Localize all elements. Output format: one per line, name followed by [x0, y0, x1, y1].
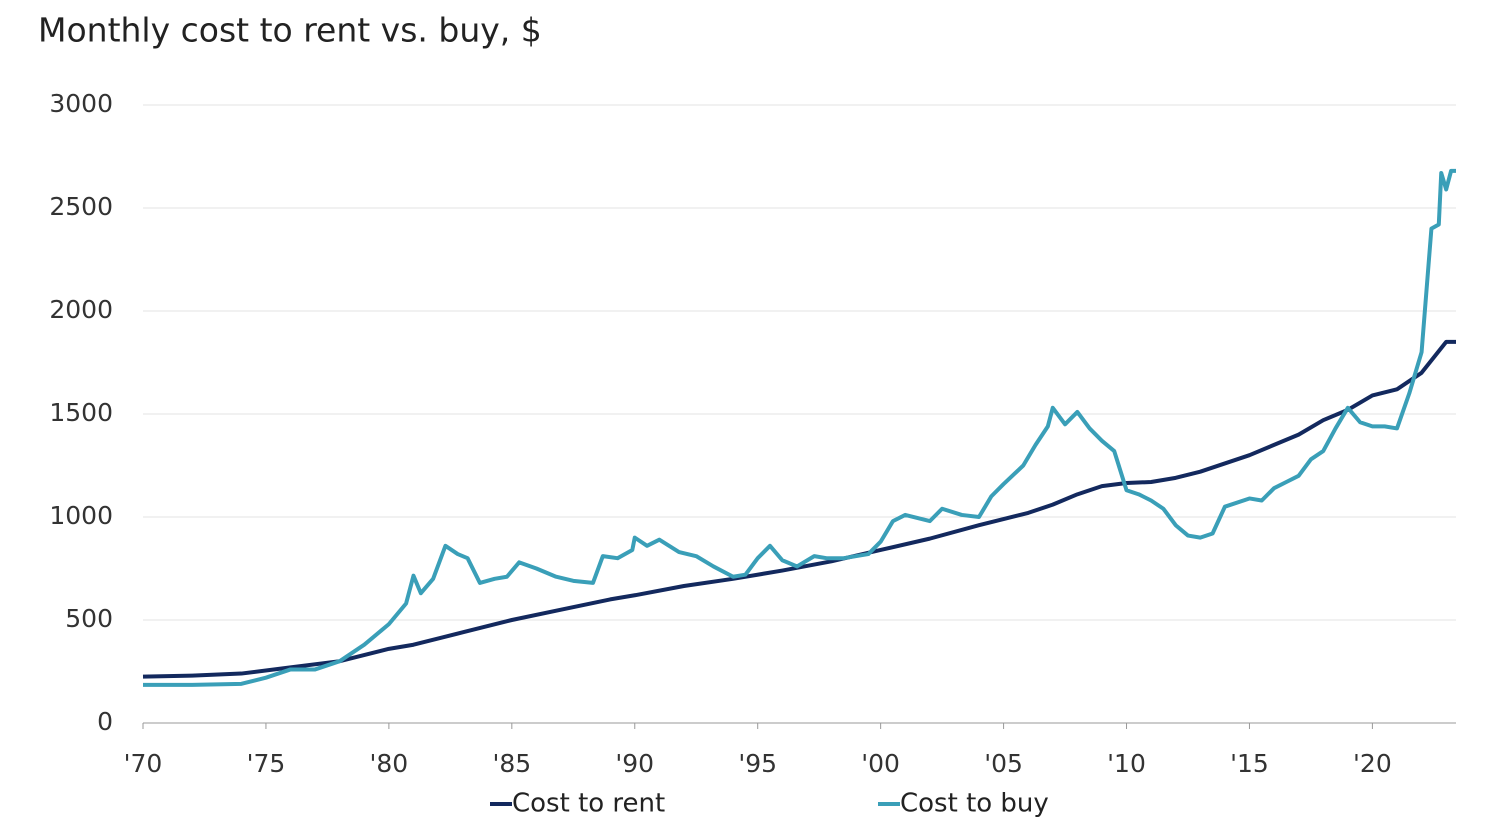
y-tick-label: 1500 [49, 398, 113, 427]
x-tick-label: '20 [1353, 749, 1392, 778]
x-tick-label: '80 [370, 749, 409, 778]
y-tick-label: 1000 [49, 501, 113, 530]
x-tick-label: '75 [247, 749, 286, 778]
y-tick-label: 2000 [49, 295, 113, 324]
y-tick-label: 500 [65, 604, 113, 633]
x-tick-label: '10 [1107, 749, 1146, 778]
x-tick-label: '85 [492, 749, 531, 778]
x-tick-label: '15 [1230, 749, 1269, 778]
data-line [142, 339, 1456, 679]
y-tick-label: 2500 [49, 192, 113, 221]
y-tick-label: 3000 [49, 89, 113, 118]
legend-label: Cost to buy [900, 789, 1049, 819]
x-tick-label: '90 [615, 749, 654, 778]
chart-title: Monthly cost to rent vs. buy, $ [38, 11, 542, 50]
data-line [143, 168, 1456, 687]
x-tick-label: '70 [124, 749, 163, 778]
x-tick-label: '95 [738, 749, 777, 778]
x-tick-label: '00 [861, 749, 900, 778]
x-tick-label: '05 [984, 749, 1023, 778]
legend-label: Cost to rent [512, 789, 665, 819]
y-tick-label: 0 [97, 707, 113, 736]
